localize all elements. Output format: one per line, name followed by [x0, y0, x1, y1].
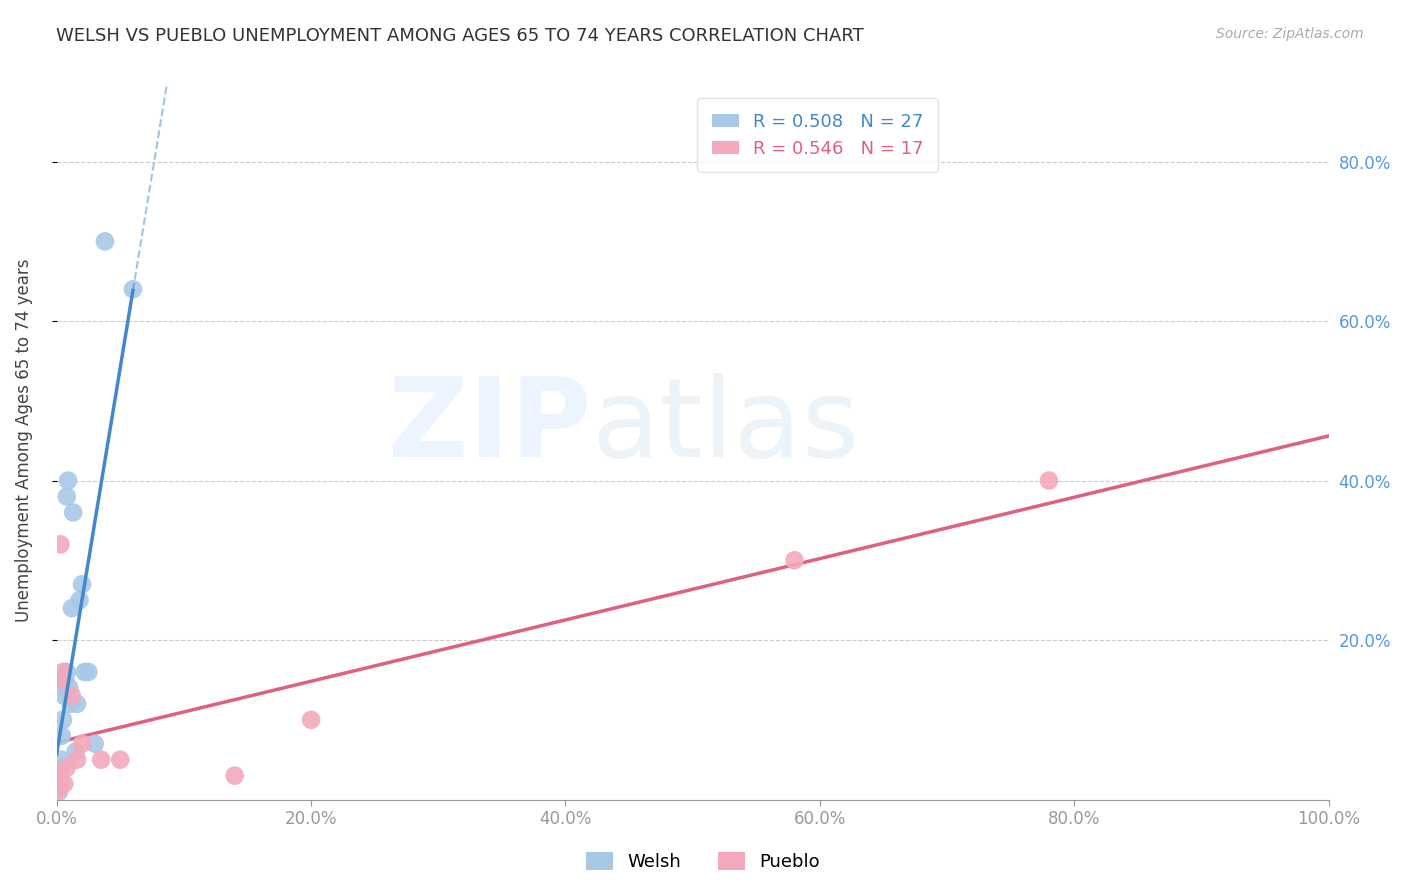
Point — [48, 784, 70, 798]
Point — [783, 553, 806, 567]
Y-axis label: Unemployment Among Ages 65 to 74 years: Unemployment Among Ages 65 to 74 years — [15, 259, 32, 623]
Point — [65, 745, 87, 759]
Point — [46, 776, 69, 790]
Point — [58, 681, 80, 695]
Text: WELSH VS PUEBLO UNEMPLOYMENT AMONG AGES 65 TO 74 YEARS CORRELATION CHART: WELSH VS PUEBLO UNEMPLOYMENT AMONG AGES … — [56, 27, 865, 45]
Point — [299, 713, 322, 727]
Point — [69, 593, 91, 607]
Point — [49, 776, 72, 790]
Point — [52, 681, 75, 695]
Point — [45, 784, 67, 798]
Point — [59, 697, 82, 711]
Point — [45, 784, 67, 798]
Text: Source: ZipAtlas.com: Source: ZipAtlas.com — [1216, 27, 1364, 41]
Point — [53, 689, 76, 703]
Legend: R = 0.508   N = 27, R = 0.546   N = 17: R = 0.508 N = 27, R = 0.546 N = 17 — [697, 98, 938, 172]
Point — [56, 665, 79, 679]
Point — [70, 737, 93, 751]
Point — [110, 753, 132, 767]
Point — [51, 673, 73, 687]
Point — [60, 689, 83, 703]
Point — [56, 490, 79, 504]
Point — [52, 665, 75, 679]
Point — [77, 665, 100, 679]
Point — [56, 474, 79, 488]
Legend: Welsh, Pueblo: Welsh, Pueblo — [579, 845, 827, 879]
Point — [51, 753, 73, 767]
Point — [46, 776, 69, 790]
Point — [1038, 474, 1060, 488]
Text: ZIP: ZIP — [388, 373, 591, 480]
Point — [62, 506, 84, 520]
Point — [60, 601, 83, 615]
Point — [51, 729, 73, 743]
Point — [56, 761, 79, 775]
Point — [70, 577, 93, 591]
Text: atlas: atlas — [591, 373, 859, 480]
Point — [224, 769, 246, 783]
Point — [94, 235, 117, 249]
Point — [48, 769, 70, 783]
Point — [83, 737, 105, 751]
Point — [55, 673, 77, 687]
Point — [90, 753, 112, 767]
Point — [122, 282, 145, 296]
Point — [73, 665, 96, 679]
Point — [66, 753, 89, 767]
Point — [52, 713, 75, 727]
Point — [49, 537, 72, 551]
Point — [49, 761, 72, 775]
Point — [53, 776, 76, 790]
Point — [66, 697, 89, 711]
